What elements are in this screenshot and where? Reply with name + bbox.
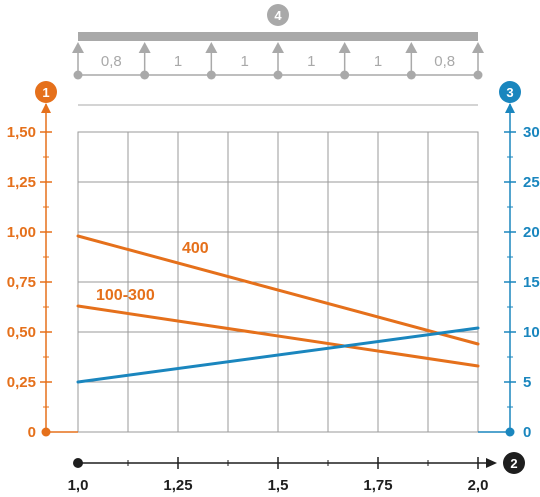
support-triangle — [138, 42, 151, 53]
left-axis-ticks: 0 0,25 0,50 0,75 1,00 1,25 1,50 — [7, 124, 52, 441]
support-triangle — [338, 42, 351, 53]
left-tick-label: 1,00 — [7, 224, 36, 241]
badge-x-axis-label: 2 — [510, 456, 517, 471]
support-span-label: 1 — [374, 53, 382, 70]
support-triangle — [472, 42, 484, 53]
left-tick-label: 0,75 — [7, 274, 36, 291]
badge-x-axis — [503, 452, 525, 474]
series-line-right-axis-series — [76, 326, 480, 384]
support-dot — [473, 70, 483, 80]
x-tick-label: 1,0 — [68, 477, 89, 494]
support-spans: 0,8 1 1 1 1 0,8 — [101, 53, 455, 70]
support-triangle — [405, 42, 418, 53]
series-label-400: 400 — [182, 240, 209, 257]
left-axis-arrow — [41, 103, 51, 113]
left-tick-label: 0,25 — [7, 374, 36, 391]
support-span-label: 0,8 — [101, 53, 122, 70]
x-tick-label: 1,75 — [363, 477, 392, 494]
support-triangle — [205, 42, 218, 53]
x-axis-ticks: 1,0 1,25 1,5 1,75 2,0 — [68, 457, 489, 494]
badge-left-axis-label: 1 — [42, 85, 49, 100]
support-span-label: 0,8 — [434, 53, 455, 70]
badge-right-axis — [499, 81, 521, 103]
right-axis-arrow — [505, 103, 515, 113]
left-tick-label: 1,25 — [7, 174, 36, 191]
left-axis: 1 0 0,25 0,50 0,75 1,00 1,25 1,50 — [7, 81, 78, 441]
support-triangle — [272, 42, 284, 53]
left-tick-label: 1,50 — [7, 124, 36, 141]
support-dot — [206, 70, 216, 80]
left-tick-label: 0 — [28, 424, 36, 441]
x-tick-label: 1,5 — [268, 477, 289, 494]
support-span-label: 1 — [174, 53, 182, 70]
badge-right-axis-label: 3 — [506, 85, 513, 100]
support-dot — [406, 70, 416, 80]
series-label-100-300: 100-300 — [96, 287, 155, 304]
series-lines — [76, 234, 480, 384]
series-line-400 — [76, 234, 480, 346]
support-dot — [73, 70, 83, 80]
badge-beam — [267, 4, 289, 26]
right-tick-label: 20 — [523, 224, 540, 241]
left-tick-label: 0,50 — [7, 324, 36, 341]
right-tick-label: 10 — [523, 324, 540, 341]
badge-beam-label: 4 — [274, 8, 282, 23]
support-span-label: 1 — [240, 53, 248, 70]
support-dot — [340, 70, 350, 80]
x-axis-arrow — [486, 458, 497, 468]
support-triangle — [72, 42, 84, 53]
right-axis-ticks: 0 5 10 15 20 25 30 — [504, 124, 540, 441]
beam-bar — [78, 32, 478, 41]
grid — [77, 131, 479, 433]
support-span-label: 1 — [307, 53, 315, 70]
right-tick-label: 30 — [523, 124, 540, 141]
right-tick-label: 5 — [523, 374, 531, 391]
series-line-100-300 — [76, 304, 480, 368]
x-axis: 2 1,0 1,25 1,5 1,75 2,0 — [68, 452, 525, 494]
right-tick-label: 0 — [523, 424, 531, 441]
x-tick-label: 1,25 — [163, 477, 192, 494]
x-tick-label: 2,0 — [468, 477, 489, 494]
support-dot — [140, 70, 150, 80]
beam-diagram: 4 0,8 1 1 1 1 0,8 — [72, 4, 484, 106]
support-dot — [273, 70, 283, 80]
x-axis-origin-dot — [73, 458, 83, 468]
badge-left-axis — [35, 81, 57, 103]
right-tick-label: 25 — [523, 174, 540, 191]
right-axis: 3 0 5 10 15 20 25 30 — [478, 81, 540, 441]
supports — [72, 42, 484, 80]
right-tick-label: 15 — [523, 274, 540, 291]
